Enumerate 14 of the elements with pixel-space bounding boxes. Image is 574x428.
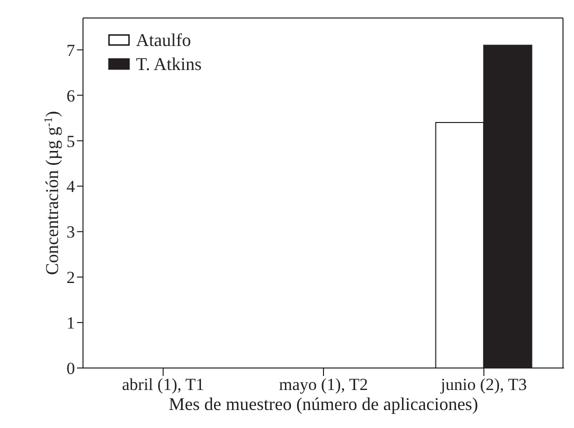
x-tick-label: mayo (1), T2 [279,375,368,394]
y-tick-label: 3 [66,222,75,242]
y-tick-label: 4 [66,177,76,196]
y-tick-label: 7 [66,40,76,60]
y-tick-label: 0 [66,359,75,378]
y-tick-label: 2 [66,268,75,288]
y-tick-label: 5 [66,132,75,151]
legend-label: Ataulfo [136,30,191,50]
y-tick-label: 6 [66,86,75,106]
x-tick-label: junio (2), T3 [440,375,527,394]
legend-label: T. Atkins [136,54,202,74]
x-tick-label: abril (1), T1 [122,375,204,394]
x-axis-title: Mes de muestreo (número de aplicaciones) [168,394,478,414]
y-tick-label: 1 [66,314,75,333]
